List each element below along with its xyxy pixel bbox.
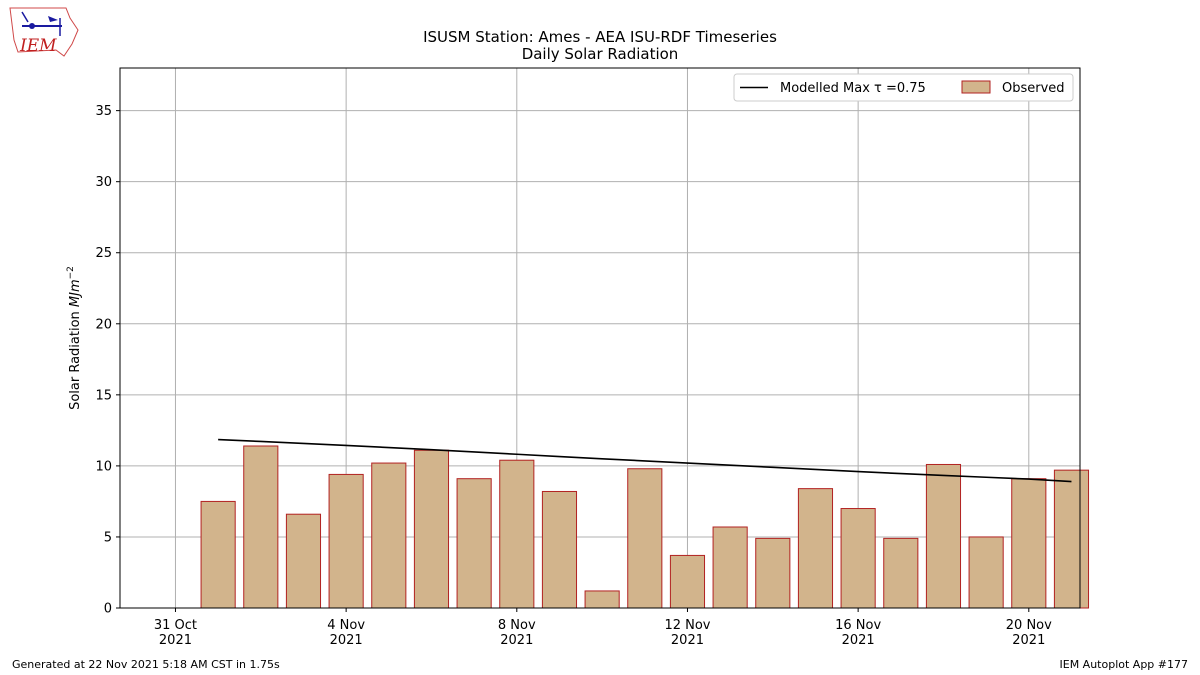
observed-bar [584,590,620,609]
x-tick-year-label: 2021 [671,633,704,648]
observed-bar [328,473,364,609]
legend: Modelled Max τ =0.75 Observed [733,73,1074,102]
observed-bar [1053,469,1090,609]
observed-bar [243,445,279,609]
chart-subtitle: Daily Solar Radiation [522,45,679,63]
x-tick-year-label: 2021 [1012,633,1045,648]
legend-observed-label: Observed [1002,81,1065,96]
x-tick-label: 16 Nov [835,618,881,633]
x-tick-year-label: 2021 [842,633,875,648]
observed-bar [712,526,748,609]
modelled-max-line [218,438,1072,483]
observed-bar [755,537,791,609]
modelled-line [218,438,1072,483]
plot-frame [119,67,1081,609]
observed-bar [840,508,876,609]
footer-generated: Generated at 22 Nov 2021 5:18 AM CST in … [12,658,280,671]
y-tick-label: 10 [95,459,112,474]
x-tick-year-label: 2021 [330,633,363,648]
y-tick-label: 15 [95,388,112,403]
y-tick-label: 25 [95,246,112,261]
y-tick-label: 30 [95,175,112,190]
y-tick-label: 35 [95,104,112,119]
footer-app: IEM Autoplot App #177 [1059,658,1189,671]
observed-bar [371,462,407,609]
chart-title: ISUSM Station: Ames - AEA ISU-RDF Timese… [423,28,777,46]
logo-text: IEM [19,36,57,56]
legend-bar-swatch [961,80,991,94]
observed-bar [968,536,1004,609]
y-axis-label: Solar Radiation MJm−2 [66,266,83,410]
observed-bar [456,478,492,609]
legend-modelled-label: Modelled Max τ =0.75 [780,81,926,96]
x-tick-label: 20 Nov [1006,618,1052,633]
x-tick-label: 4 Nov [327,618,365,633]
x-tick-label: 8 Nov [498,618,536,633]
x-tick-year-label: 2021 [159,633,192,648]
iem-logo: IEM [9,7,79,57]
x-tick-label: 12 Nov [664,618,710,633]
observed-bar [541,490,578,609]
observed-bar [797,488,834,609]
observed-bar [499,459,535,609]
observed-bar [413,449,450,609]
observed-bar [883,537,919,609]
observed-bar [669,554,706,609]
observed-bar [285,513,322,609]
x-tick-label: 31 Oct [154,618,197,633]
x-tick-year-label: 2021 [500,633,533,648]
y-tick-label: 5 [104,530,112,545]
observed-bar [627,468,663,609]
observed-bars [200,445,1090,609]
y-axis-ticks: 0 5 10 15 20 25 30 35 [95,104,120,617]
observed-bar [200,500,236,609]
observed-bar [1011,478,1047,609]
y-tick-label: 0 [104,602,112,617]
observed-bar [925,463,962,609]
y-tick-label: 20 [95,317,112,332]
